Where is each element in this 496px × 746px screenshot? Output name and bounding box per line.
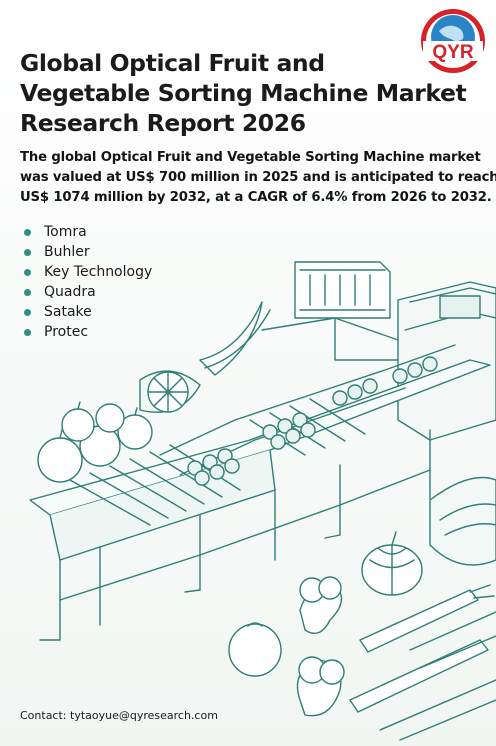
- machine-housing: [261, 261, 496, 441]
- company-name: Protec: [44, 324, 89, 340]
- company-name: Key Technology: [44, 264, 153, 280]
- company-item: Protec: [22, 322, 152, 342]
- company-item: Quadra: [22, 282, 152, 302]
- contact-info: Contact: tytaoyue@qyresearch.com: [20, 709, 218, 722]
- bullet-icon: [24, 329, 31, 336]
- company-list: Tomra Buhler Key Technology Quadra Satak…: [22, 222, 152, 342]
- qyr-logo: QYR: [421, 9, 485, 73]
- produce-on-belt: [187, 356, 438, 486]
- title-line: Global Optical Fruit and: [20, 49, 325, 77]
- conveyor-belt: [29, 344, 491, 641]
- market-summary: The global Optical Fruit and Vegetable S…: [20, 148, 496, 208]
- company-item: Key Technology: [22, 262, 152, 282]
- title-line: Research Report 2026: [20, 109, 306, 137]
- company-name: Buhler: [44, 244, 90, 260]
- vegetable-group: [228, 476, 496, 741]
- sorting-machine-illustration: [29, 261, 496, 741]
- bullet-icon: [24, 309, 31, 316]
- bullet-icon: [24, 229, 31, 236]
- company-item: Tomra: [22, 222, 152, 242]
- bullet-icon: [24, 269, 31, 276]
- bullet-icon: [24, 249, 31, 256]
- summary-line: US$ 1074 million by 2032, at a CAGR of 6…: [20, 190, 492, 205]
- fruit-group: [37, 301, 271, 483]
- company-item: Satake: [22, 302, 152, 322]
- company-item: Buhler: [22, 242, 152, 262]
- bullet-icon: [24, 289, 31, 296]
- title-line: Vegetable Sorting Machine Market: [20, 79, 467, 107]
- summary-line: The global Optical Fruit and Vegetable S…: [20, 150, 481, 165]
- company-name: Quadra: [44, 284, 96, 300]
- company-name: Tomra: [44, 224, 87, 240]
- company-name: Satake: [44, 304, 92, 320]
- report-title: Global Optical Fruit and Vegetable Sorti…: [20, 48, 467, 138]
- summary-line: was valued at US$ 700 million in 2025 an…: [20, 170, 496, 185]
- qyr-logo-text: QYR: [432, 42, 473, 63]
